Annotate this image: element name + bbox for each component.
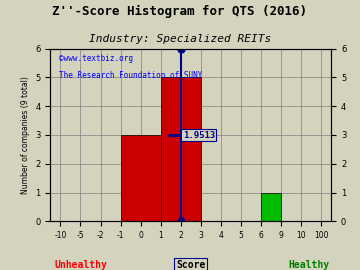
Text: The Research Foundation of SUNY: The Research Foundation of SUNY — [59, 71, 202, 80]
Text: ©www.textbiz.org: ©www.textbiz.org — [59, 54, 133, 63]
Text: Healthy: Healthy — [288, 260, 329, 270]
Text: Industry: Specialized REITs: Industry: Specialized REITs — [89, 34, 271, 44]
Bar — [161, 77, 201, 221]
Text: Unhealthy: Unhealthy — [54, 260, 107, 270]
Bar — [121, 135, 161, 221]
Y-axis label: Number of companies (9 total): Number of companies (9 total) — [21, 76, 30, 194]
Text: 1.9513: 1.9513 — [183, 130, 215, 140]
Text: Z''-Score Histogram for QTS (2016): Z''-Score Histogram for QTS (2016) — [53, 5, 307, 18]
Text: Score: Score — [176, 260, 206, 270]
Bar — [261, 193, 281, 221]
